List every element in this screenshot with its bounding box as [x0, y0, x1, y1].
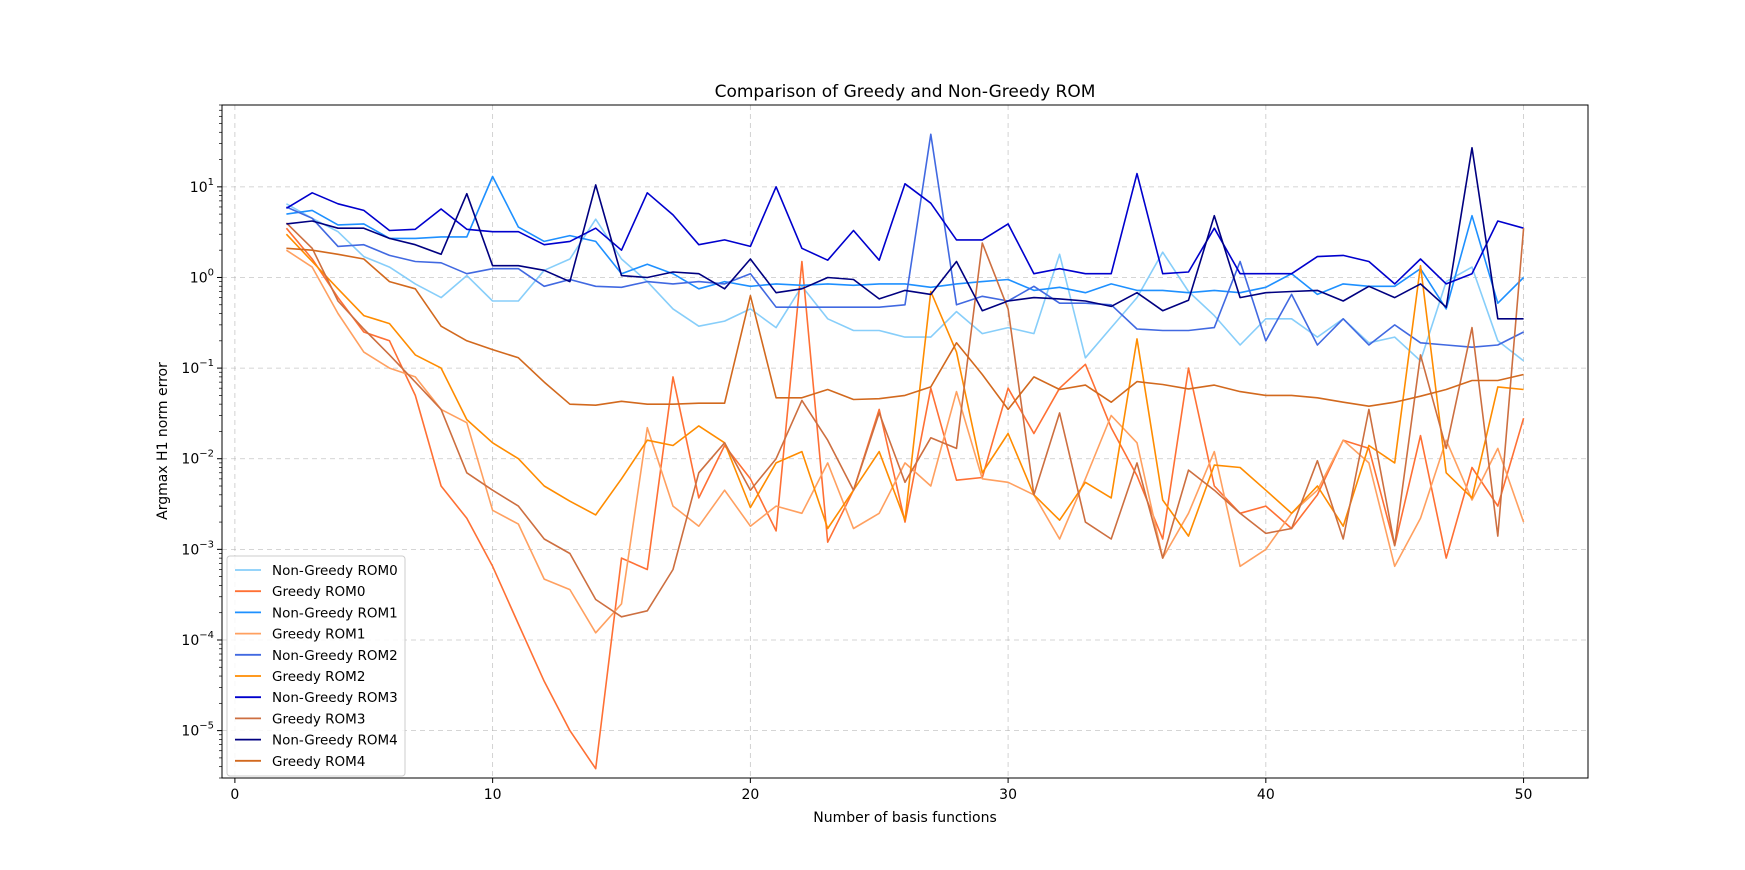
y-tick-label: 10−1	[181, 358, 214, 377]
x-tick-label: 40	[1257, 787, 1275, 803]
legend-label: Greedy ROM0	[272, 584, 365, 600]
series-line-non-greedy-rom2	[286, 133, 1524, 349]
series-line-greedy-rom3	[285, 222, 1525, 618]
series-line-non-greedy-rom0	[286, 203, 1525, 362]
y-tick-label: 10−5	[181, 721, 214, 740]
grid-lines	[222, 105, 1588, 778]
x-tick-label: 0	[230, 787, 239, 803]
legend-label: Greedy ROM1	[272, 627, 365, 643]
legend-label: Greedy ROM3	[272, 711, 365, 727]
series-line-greedy-rom0	[285, 227, 1525, 770]
x-axis: 0 10 20 30 40 50	[230, 778, 1532, 803]
plot-background	[222, 105, 1588, 778]
legend-label: Non-Greedy ROM2	[272, 648, 398, 664]
y-tick-label: 10−2	[181, 449, 214, 468]
y-tick-label: 10−4	[181, 630, 214, 649]
series-lines	[285, 133, 1525, 770]
plot-frame	[221, 104, 1589, 779]
x-axis-title: Number of basis functions	[813, 810, 997, 826]
legend-label: Non-Greedy ROM1	[272, 605, 398, 621]
x-tick-label: 10	[484, 787, 502, 803]
y-tick-label: 10−3	[181, 539, 214, 558]
legend-label: Greedy ROM2	[272, 669, 365, 685]
series-line-greedy-rom1	[285, 249, 1525, 634]
legend-label: Non-Greedy ROM3	[272, 690, 398, 706]
series-line-non-greedy-rom3	[285, 172, 1524, 285]
legend-box	[226, 555, 406, 777]
series-line-non-greedy-rom1	[286, 175, 1525, 310]
y-axis: 10−5 10−4 10−3 10−2 10−1 100 101	[181, 104, 222, 779]
legend-label: Non-Greedy ROM0	[272, 563, 398, 579]
x-tick-label: 30	[999, 787, 1017, 803]
series-line-non-greedy-rom4	[286, 147, 1524, 320]
legend-label: Greedy ROM4	[272, 754, 365, 770]
y-axis-title: Argmax H1 norm error	[155, 362, 171, 520]
x-tick-label: 20	[741, 787, 759, 803]
y-tick-label: 101	[190, 177, 214, 196]
series-line-greedy-rom4	[286, 247, 1524, 411]
legend: Non-Greedy ROM0 Greedy ROM0 Non-Greedy ROM…	[226, 555, 406, 777]
chart-title: Comparison of Greedy and Non-Greedy ROM	[715, 82, 1096, 102]
y-tick-label: 100	[190, 267, 214, 286]
series-line-greedy-rom2	[285, 233, 1524, 537]
legend-label: Non-Greedy ROM4	[272, 733, 398, 749]
x-tick-label: 50	[1515, 787, 1533, 803]
